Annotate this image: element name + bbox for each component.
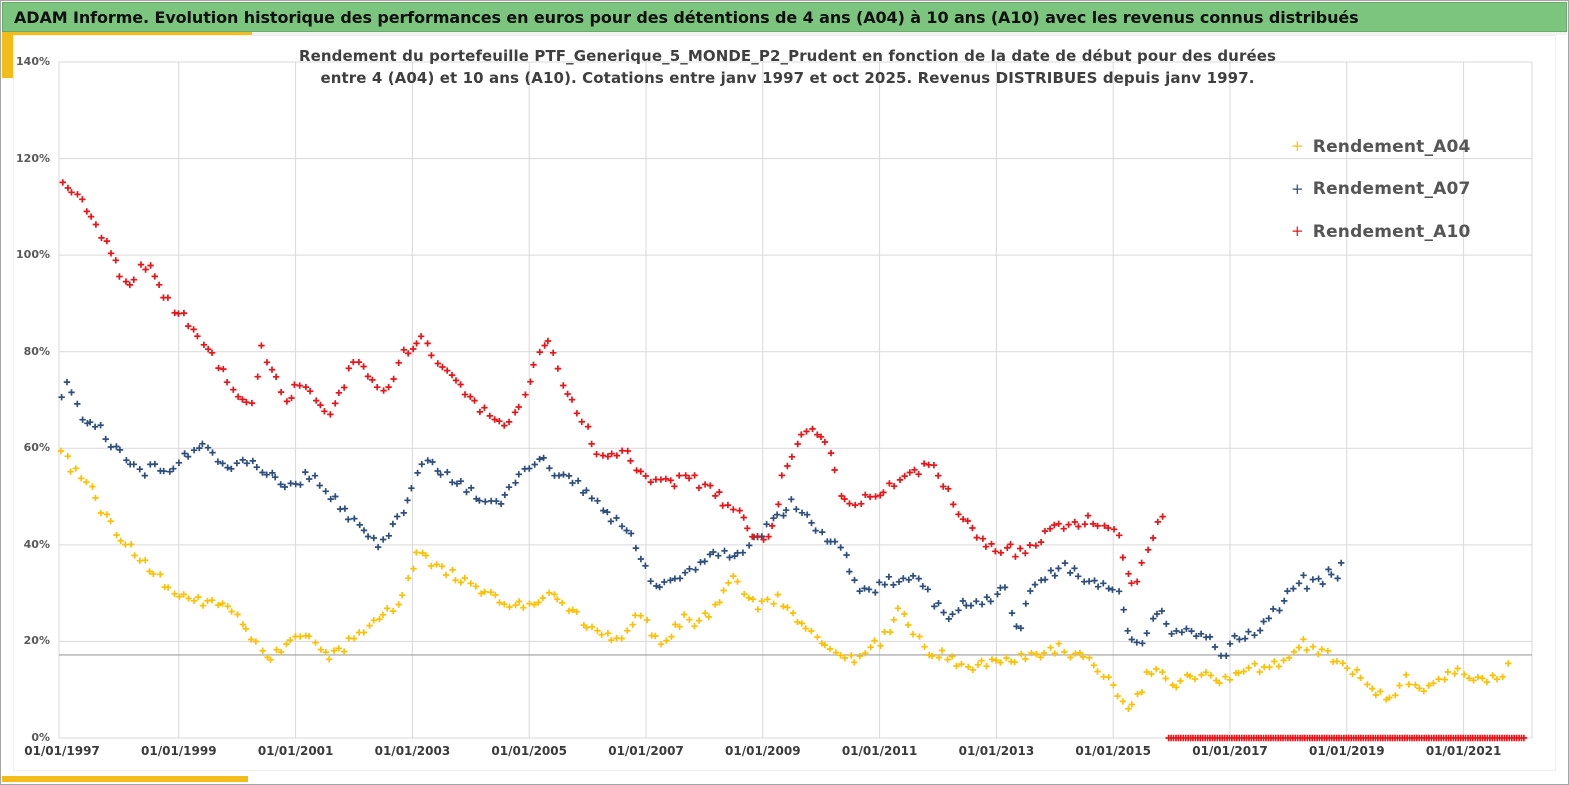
gold-underline-accent xyxy=(2,32,252,35)
legend-label: Rendement_A04 xyxy=(1312,136,1471,157)
x-axis-tick-label: 01/01/2007 xyxy=(608,744,684,758)
left-gold-accent-bar xyxy=(2,35,13,78)
y-axis-tick-label: 140% xyxy=(16,54,50,68)
x-axis-tick-label: 01/01/2001 xyxy=(257,744,334,758)
x-axis-tick-label: 01/01/1999 xyxy=(141,744,217,758)
y-axis-tick-label: 100% xyxy=(16,248,50,262)
report-title-bar: ADAM Informe. Evolution historique des p… xyxy=(2,2,1567,32)
plus-marker-icon: + xyxy=(1291,179,1304,198)
bottom-gold-accent-bar xyxy=(2,776,248,782)
x-axis-tick-label: 01/01/1997 xyxy=(24,744,100,758)
x-axis-tick-label: 01/01/2011 xyxy=(841,744,918,758)
chart-title-line2: entre 4 (A04) et 10 ans (A10). Cotations… xyxy=(320,69,1255,87)
x-axis-tick-label: 01/01/2017 xyxy=(1192,744,1268,758)
header-underline xyxy=(2,32,1567,35)
x-axis-tick-label: 01/01/2015 xyxy=(1075,744,1151,758)
x-axis-tick-label: 01/01/2003 xyxy=(374,744,451,758)
y-axis-tick-label: 0% xyxy=(31,731,50,744)
series-markers-rendement_a07 xyxy=(58,378,1345,659)
y-axis-tick-label: 120% xyxy=(16,151,50,165)
x-axis-tick-label: 01/01/2013 xyxy=(958,744,1035,758)
y-axis-tick-label: 80% xyxy=(23,344,50,358)
plus-marker-icon: + xyxy=(1291,222,1304,240)
report-title: ADAM Informe. Evolution historique des p… xyxy=(14,7,1359,27)
legend-item-a07[interactable]: + Rendement_A07 xyxy=(1291,176,1471,203)
series-markers-rendement_a04 xyxy=(57,447,1512,712)
series-markers-rendement_a10 xyxy=(59,179,1528,742)
legend-item-a04[interactable]: + Rendement_A04 xyxy=(1291,133,1471,160)
legend-item-a10[interactable]: + Rendement_A10 xyxy=(1291,218,1471,245)
x-axis-tick-label: 01/01/2005 xyxy=(491,744,567,758)
legend-label: Rendement_A07 xyxy=(1312,179,1471,199)
y-axis-tick-label: 40% xyxy=(23,537,50,551)
legend: + Rendement_A04 + Rendement_A07 + Rendem… xyxy=(1291,133,1471,261)
y-axis-tick-label: 60% xyxy=(23,441,50,455)
chart-title: Rendement du portefeuille PTF_Generique_… xyxy=(285,45,1290,89)
plus-marker-icon: + xyxy=(1291,137,1304,155)
x-axis-tick-label: 01/01/2019 xyxy=(1309,744,1385,758)
y-axis-tick-label: 20% xyxy=(23,634,50,648)
chart-title-line1: Rendement du portefeuille PTF_Generique_… xyxy=(298,47,1277,65)
legend-label: Rendement_A10 xyxy=(1312,221,1471,242)
x-axis-tick-label: 01/01/2021 xyxy=(1425,744,1502,758)
x-axis-tick-label: 01/01/2009 xyxy=(725,744,801,758)
